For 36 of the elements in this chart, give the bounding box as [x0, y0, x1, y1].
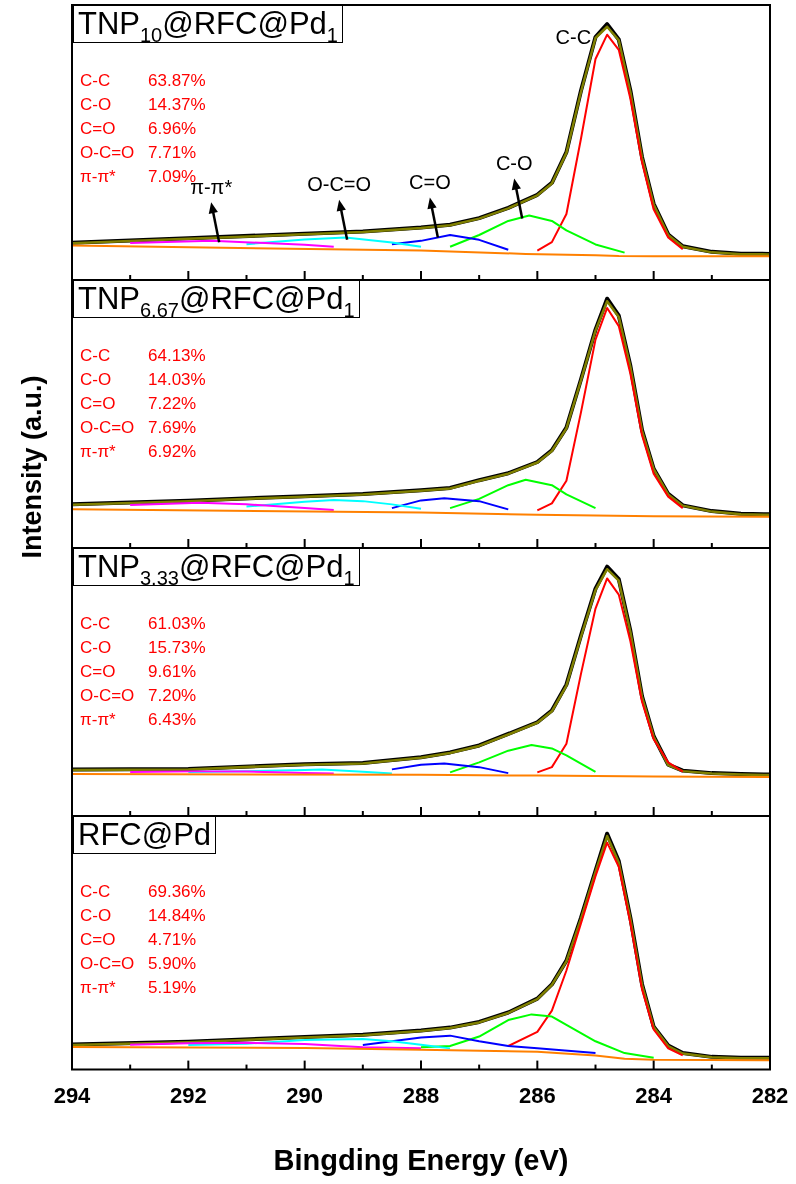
- text: π-π* 5.19%: [80, 977, 197, 997]
- text: C=O 7.22%: [80, 393, 197, 413]
- text: C-O 14.03%: [80, 369, 206, 389]
- x-tick-label: 284: [635, 1082, 673, 1108]
- x-tick-label: 290: [286, 1082, 324, 1108]
- annotation: O-C=O 5.90%: [80, 953, 197, 973]
- text: C=O 6.96%: [80, 118, 197, 138]
- x-tick-label: 292: [169, 1082, 207, 1108]
- text: C-C 61.03%: [80, 613, 206, 633]
- text: C-C 64.13%: [80, 345, 206, 365]
- x-tick-label: 294: [53, 1082, 92, 1108]
- annotation: O-C=O 7.71%: [80, 142, 197, 162]
- text: π-π* 6.92%: [80, 441, 197, 461]
- text: C-O 14.84%: [80, 905, 206, 925]
- text: C-O 14.37%: [80, 94, 206, 114]
- text: C-C 63.87%: [80, 70, 206, 90]
- x-tick-label: 288: [402, 1082, 440, 1108]
- text: C=O 4.71%: [80, 929, 197, 949]
- text: π-π* 6.43%: [80, 709, 197, 729]
- chart-title: RFC@Pd: [73, 816, 217, 854]
- annotation: C-C: [555, 25, 592, 48]
- y-axis-title: Intensity (a.u.): [16, 375, 48, 559]
- x-axis-title: Bingding Energy (eV): [273, 1143, 569, 1177]
- annotation: C-O: [495, 152, 533, 175]
- text: C-O 15.73%: [80, 637, 206, 657]
- chart-title: TNP$_{10}$@RFC@Pd$_{1}$: [73, 5, 343, 46]
- text: C=O 9.61%: [80, 661, 197, 681]
- x-tick-label: 286: [518, 1082, 556, 1108]
- text: C-C 69.36%: [80, 881, 206, 901]
- chart-title: TNP$_{3.33}$@RFC@Pd$_{1}$: [73, 548, 360, 589]
- annotation: C=O: [409, 171, 451, 194]
- annotation: O-C=O 7.69%: [80, 417, 197, 437]
- chart-title: TNP$_{6.67}$@RFC@Pd$_{1}$: [73, 280, 360, 321]
- annotation: O-C=O: [307, 173, 372, 196]
- annotation: O-C=O 7.20%: [80, 685, 197, 705]
- x-tick-label: 282: [751, 1082, 789, 1108]
